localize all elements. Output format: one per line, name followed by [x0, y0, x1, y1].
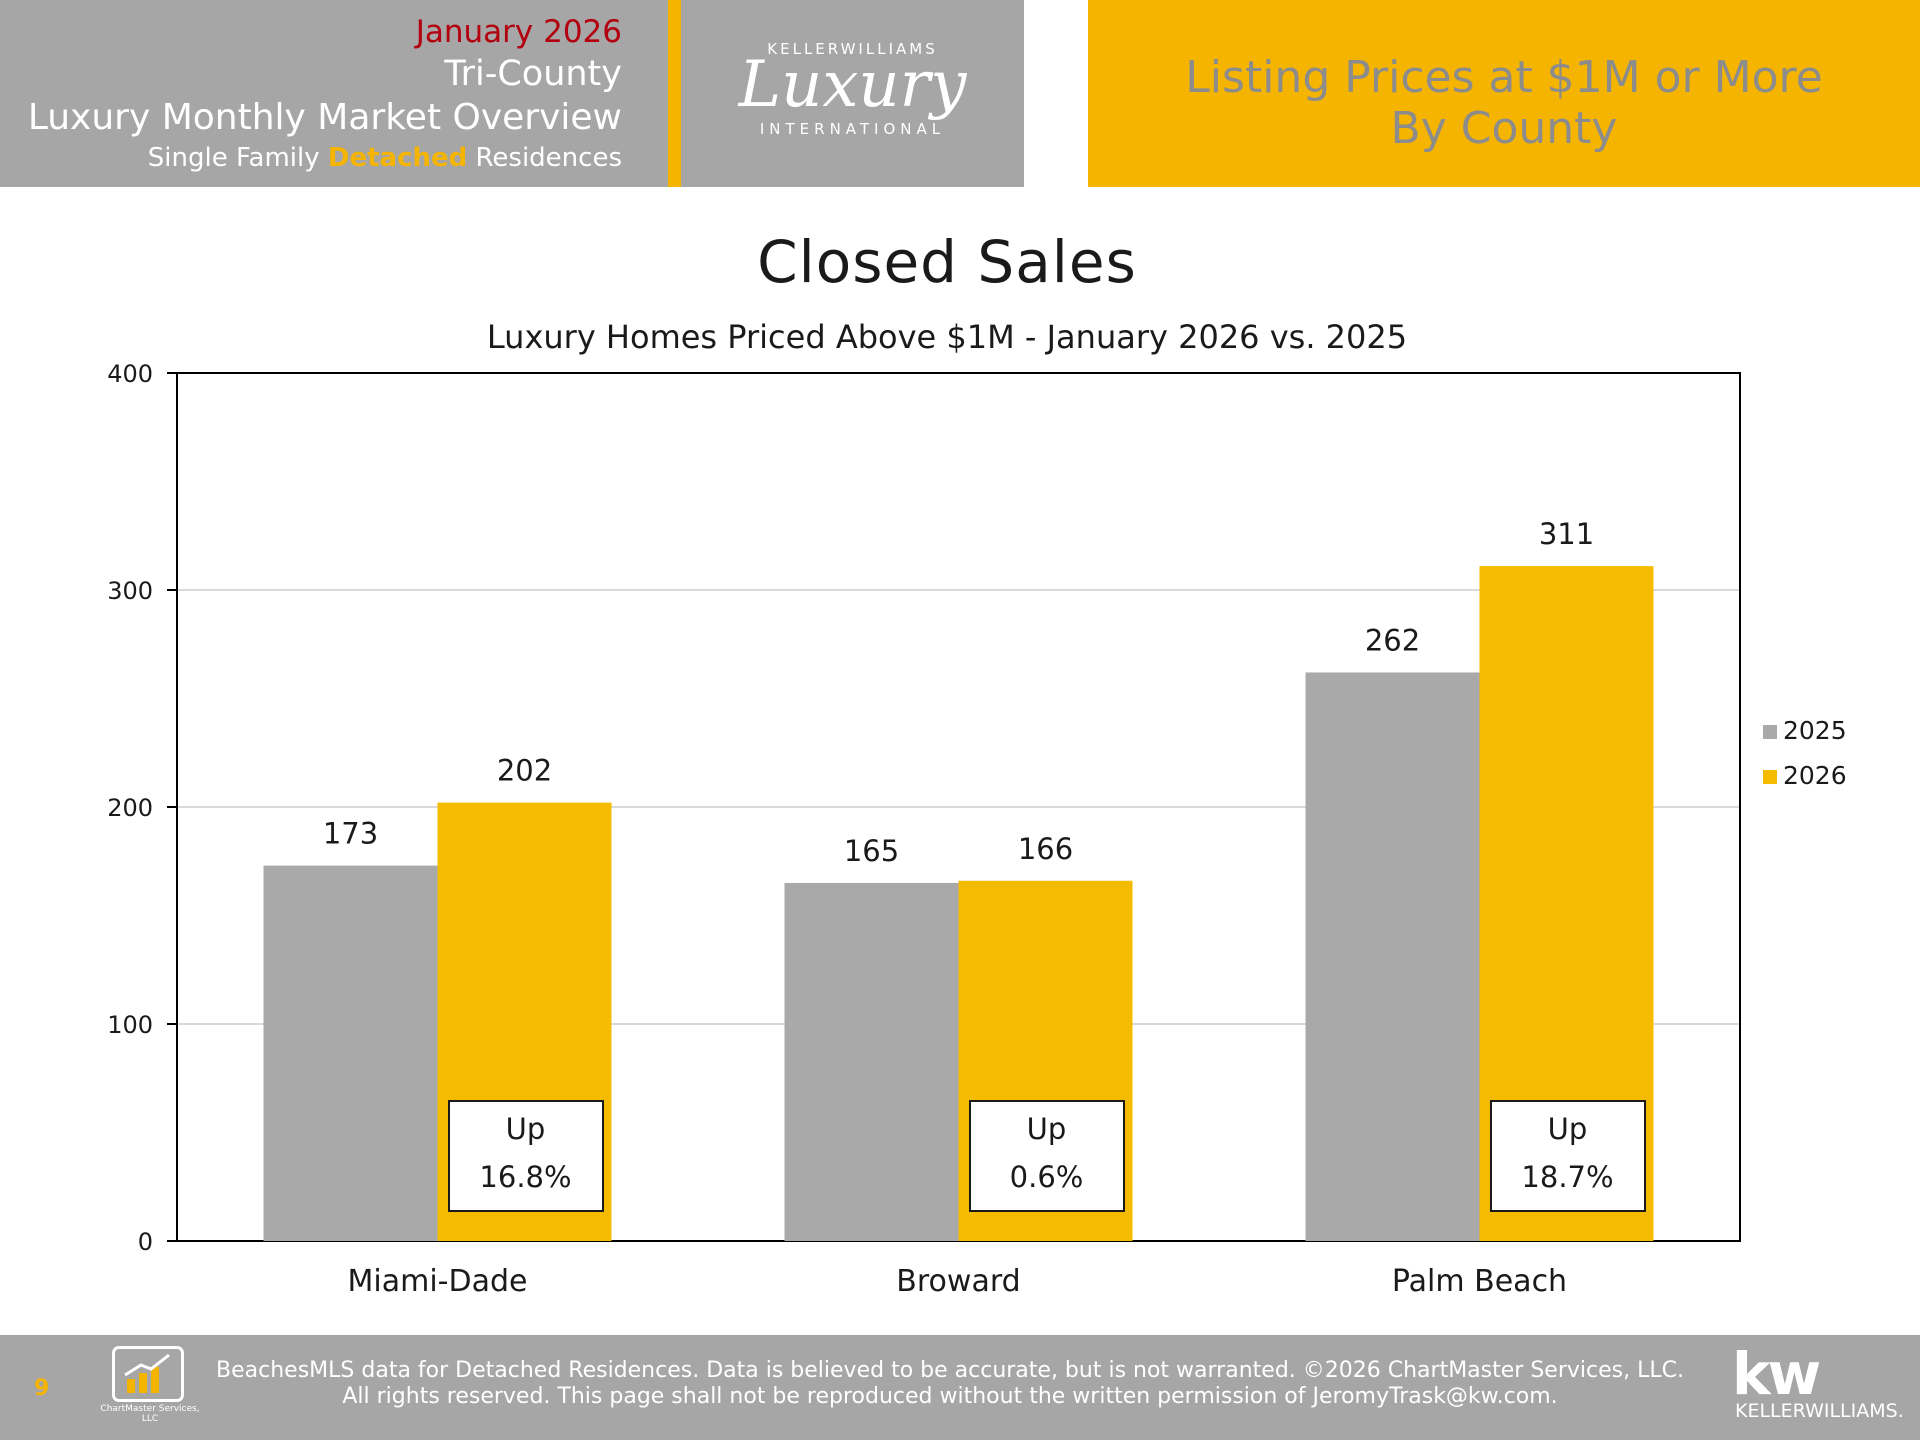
y-tick-label: 100: [107, 1011, 153, 1039]
change-callout: Up 18.7%: [1489, 1100, 1646, 1212]
data-label: 311: [1539, 517, 1594, 551]
footer-rights: All rights reserved. This page shall not…: [342, 1384, 1558, 1409]
x-tick-label: Palm Beach: [1392, 1264, 1567, 1299]
section-title-line1: Listing Prices at $1M or More: [1185, 52, 1823, 103]
chart-subtitle: Luxury Homes Priced Above $1M - January …: [486, 318, 1408, 356]
callout-percent: 0.6%: [1009, 1160, 1084, 1194]
section-title-line2: By County: [1390, 103, 1618, 154]
page-number: 9: [34, 1376, 50, 1401]
data-label: 166: [1018, 832, 1073, 866]
data-label: 173: [323, 817, 378, 851]
header-accent-stripe: [668, 0, 681, 187]
report-region: Tri-County: [444, 54, 622, 94]
callout-direction: Up: [1026, 1112, 1067, 1146]
change-callout: Up 0.6%: [968, 1100, 1125, 1212]
x-tick-label: Miami-Dade: [348, 1264, 528, 1299]
header-right-panel: [1088, 0, 1920, 187]
data-label: 262: [1365, 623, 1420, 657]
legend-item: 2026: [1763, 761, 1847, 790]
legend-label: 2026: [1783, 761, 1847, 790]
legend-swatch: [1763, 725, 1777, 739]
logo-luxury-script: Luxury: [738, 48, 967, 122]
y-tick-label: 300: [107, 577, 153, 605]
y-tick-label: 0: [138, 1228, 153, 1256]
footer-bar: [0, 1335, 1920, 1440]
bar-2025: [784, 882, 959, 1241]
legend-item: 2025: [1763, 716, 1847, 745]
report-month: January 2026: [415, 14, 622, 50]
header-logo-panel: [681, 0, 1024, 187]
segment-highlight: Detached: [327, 143, 468, 173]
kw-logo-text: KELLERWILLIAMS.: [1735, 1400, 1904, 1422]
y-tick-label: 400: [107, 360, 153, 388]
kw-logo-icon: kw: [1732, 1340, 1821, 1408]
callout-percent: 16.8%: [479, 1160, 572, 1194]
x-tick-label: Broward: [896, 1264, 1020, 1299]
bar-2025: [263, 865, 438, 1241]
segment-post: Residences: [467, 143, 623, 173]
report-segment: Single Family Detached Residences: [148, 143, 622, 173]
report-title: Luxury Monthly Market Overview: [27, 97, 622, 138]
logo-brand-text: KELLERWILLIAMS: [767, 40, 938, 58]
header-left-panel: [0, 0, 668, 187]
data-label: 165: [844, 834, 899, 868]
segment-pre: Single Family: [147, 143, 328, 173]
bar-2025: [1305, 672, 1480, 1241]
callout-direction: Up: [505, 1112, 546, 1146]
chartmaster-logo-icon: [112, 1346, 184, 1402]
data-label: 202: [497, 754, 552, 788]
logo-international-text: INTERNATIONAL: [759, 120, 946, 138]
legend-swatch: [1763, 770, 1777, 784]
chartmaster-logo-text: ChartMaster Services, LLC: [100, 1404, 200, 1424]
legend-label: 2025: [1783, 716, 1847, 745]
callout-direction: Up: [1547, 1112, 1588, 1146]
chart-title: Closed Sales: [757, 228, 1137, 296]
callout-percent: 18.7%: [1521, 1160, 1614, 1194]
change-callout: Up 16.8%: [447, 1100, 604, 1212]
y-tick-label: 200: [107, 794, 153, 822]
footer-disclaimer: BeachesMLS data for Detached Residences.…: [216, 1358, 1684, 1383]
